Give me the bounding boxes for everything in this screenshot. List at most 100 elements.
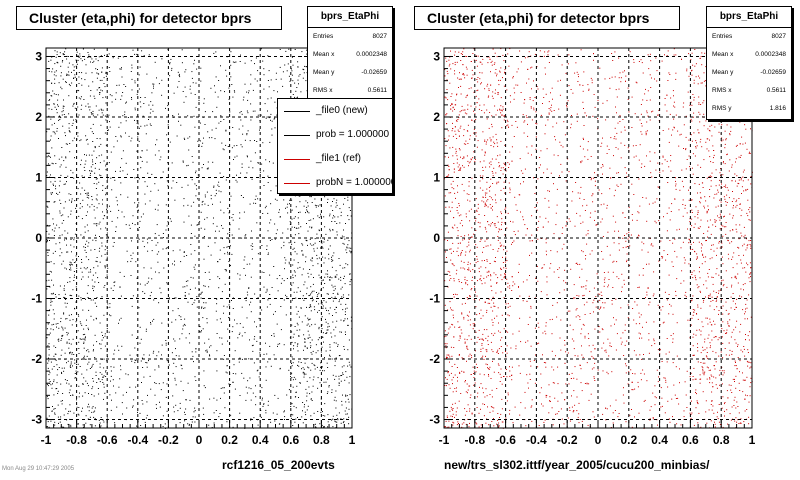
scatter-point (51, 108, 53, 110)
scatter-point (726, 194, 728, 196)
scatter-point (47, 385, 49, 387)
scatter-point (79, 53, 81, 55)
scatter-point (195, 348, 197, 350)
scatter-point (184, 420, 186, 422)
scatter-point (672, 416, 673, 418)
scatter-point (532, 100, 534, 102)
scatter-point (143, 354, 145, 356)
scatter-point (661, 361, 663, 362)
scatter-point (72, 319, 74, 321)
scatter-point (93, 183, 95, 184)
scatter-point (691, 52, 693, 54)
scatter-point (164, 423, 166, 425)
scatter-point (501, 408, 503, 410)
scatter-point (489, 190, 491, 192)
scatter-point (717, 189, 719, 191)
scatter-point (487, 275, 489, 277)
scatter-point (199, 140, 201, 142)
scatter-point (96, 72, 98, 74)
scatter-point (339, 331, 341, 333)
scatter-point (61, 367, 63, 369)
scatter-point (593, 311, 594, 313)
scatter-point (191, 77, 193, 79)
scatter-point (309, 318, 311, 320)
scatter-point (227, 146, 229, 147)
scatter-point (701, 263, 703, 265)
scatter-point (454, 54, 456, 56)
scatter-point (257, 162, 259, 164)
scatter-point (122, 92, 124, 93)
scatter-point (324, 226, 326, 228)
scatter-point (107, 267, 109, 269)
scatter-point (451, 103, 453, 105)
scatter-point (88, 85, 90, 87)
scatter-point (102, 382, 104, 383)
scatter-point (74, 373, 76, 374)
scatter-point (744, 142, 746, 144)
scatter-point (71, 198, 73, 200)
scatter-point (95, 58, 97, 60)
scatter-point (739, 224, 741, 226)
scatter-point (453, 317, 454, 319)
scatter-point (717, 411, 718, 413)
scatter-point (182, 325, 184, 327)
scatter-point (155, 383, 157, 384)
scatter-point (166, 383, 168, 385)
scatter-point (252, 110, 254, 112)
scatter-point (749, 207, 751, 209)
scatter-point (140, 167, 142, 169)
scatter-point (609, 77, 611, 79)
scatter-point (321, 366, 323, 368)
scatter-point (183, 251, 185, 253)
scatter-point (117, 204, 118, 206)
scatter-point (60, 72, 62, 74)
scatter-point (119, 378, 121, 380)
scatter-point (59, 242, 61, 244)
scatter-point (158, 365, 160, 367)
scatter-point (193, 201, 195, 203)
scatter-point (705, 85, 707, 87)
scatter-point (705, 355, 707, 357)
scatter-point (98, 168, 100, 170)
scatter-point (557, 400, 559, 402)
scatter-point (78, 295, 80, 297)
scatter-point (112, 290, 114, 291)
scatter-point (508, 163, 510, 165)
scatter-point (467, 160, 469, 162)
scatter-point (718, 374, 720, 376)
scatter-point (110, 409, 112, 411)
scatter-point (76, 51, 78, 53)
scatter-point (549, 401, 551, 402)
scatter-point (456, 207, 458, 208)
scatter-point (132, 49, 134, 51)
scatter-point (91, 365, 93, 367)
scatter-point (291, 299, 293, 301)
scatter-point (102, 199, 103, 201)
scatter-point (624, 235, 625, 236)
scatter-point (531, 88, 532, 90)
scatter-point (150, 125, 152, 126)
scatter-point (95, 68, 97, 70)
scatter-point (91, 366, 93, 368)
scatter-point (91, 279, 93, 281)
scatter-point (704, 349, 706, 351)
scatter-point (584, 314, 586, 315)
scatter-point (731, 353, 733, 355)
scatter-point (265, 412, 267, 414)
scatter-point (335, 312, 337, 314)
scatter-point (229, 371, 230, 373)
scatter-point (695, 76, 697, 78)
scatter-point (61, 335, 63, 337)
scatter-point (54, 71, 56, 73)
scatter-point (502, 108, 504, 110)
scatter-point (729, 159, 731, 161)
scatter-point (105, 71, 107, 73)
scatter-point (579, 197, 581, 199)
scatter-point (711, 400, 713, 402)
scatter-point (101, 255, 103, 257)
scatter-point (194, 407, 196, 409)
scatter-point (216, 333, 218, 334)
scatter-point (482, 178, 484, 180)
scatter-point (209, 346, 210, 348)
scatter-point (468, 162, 470, 164)
